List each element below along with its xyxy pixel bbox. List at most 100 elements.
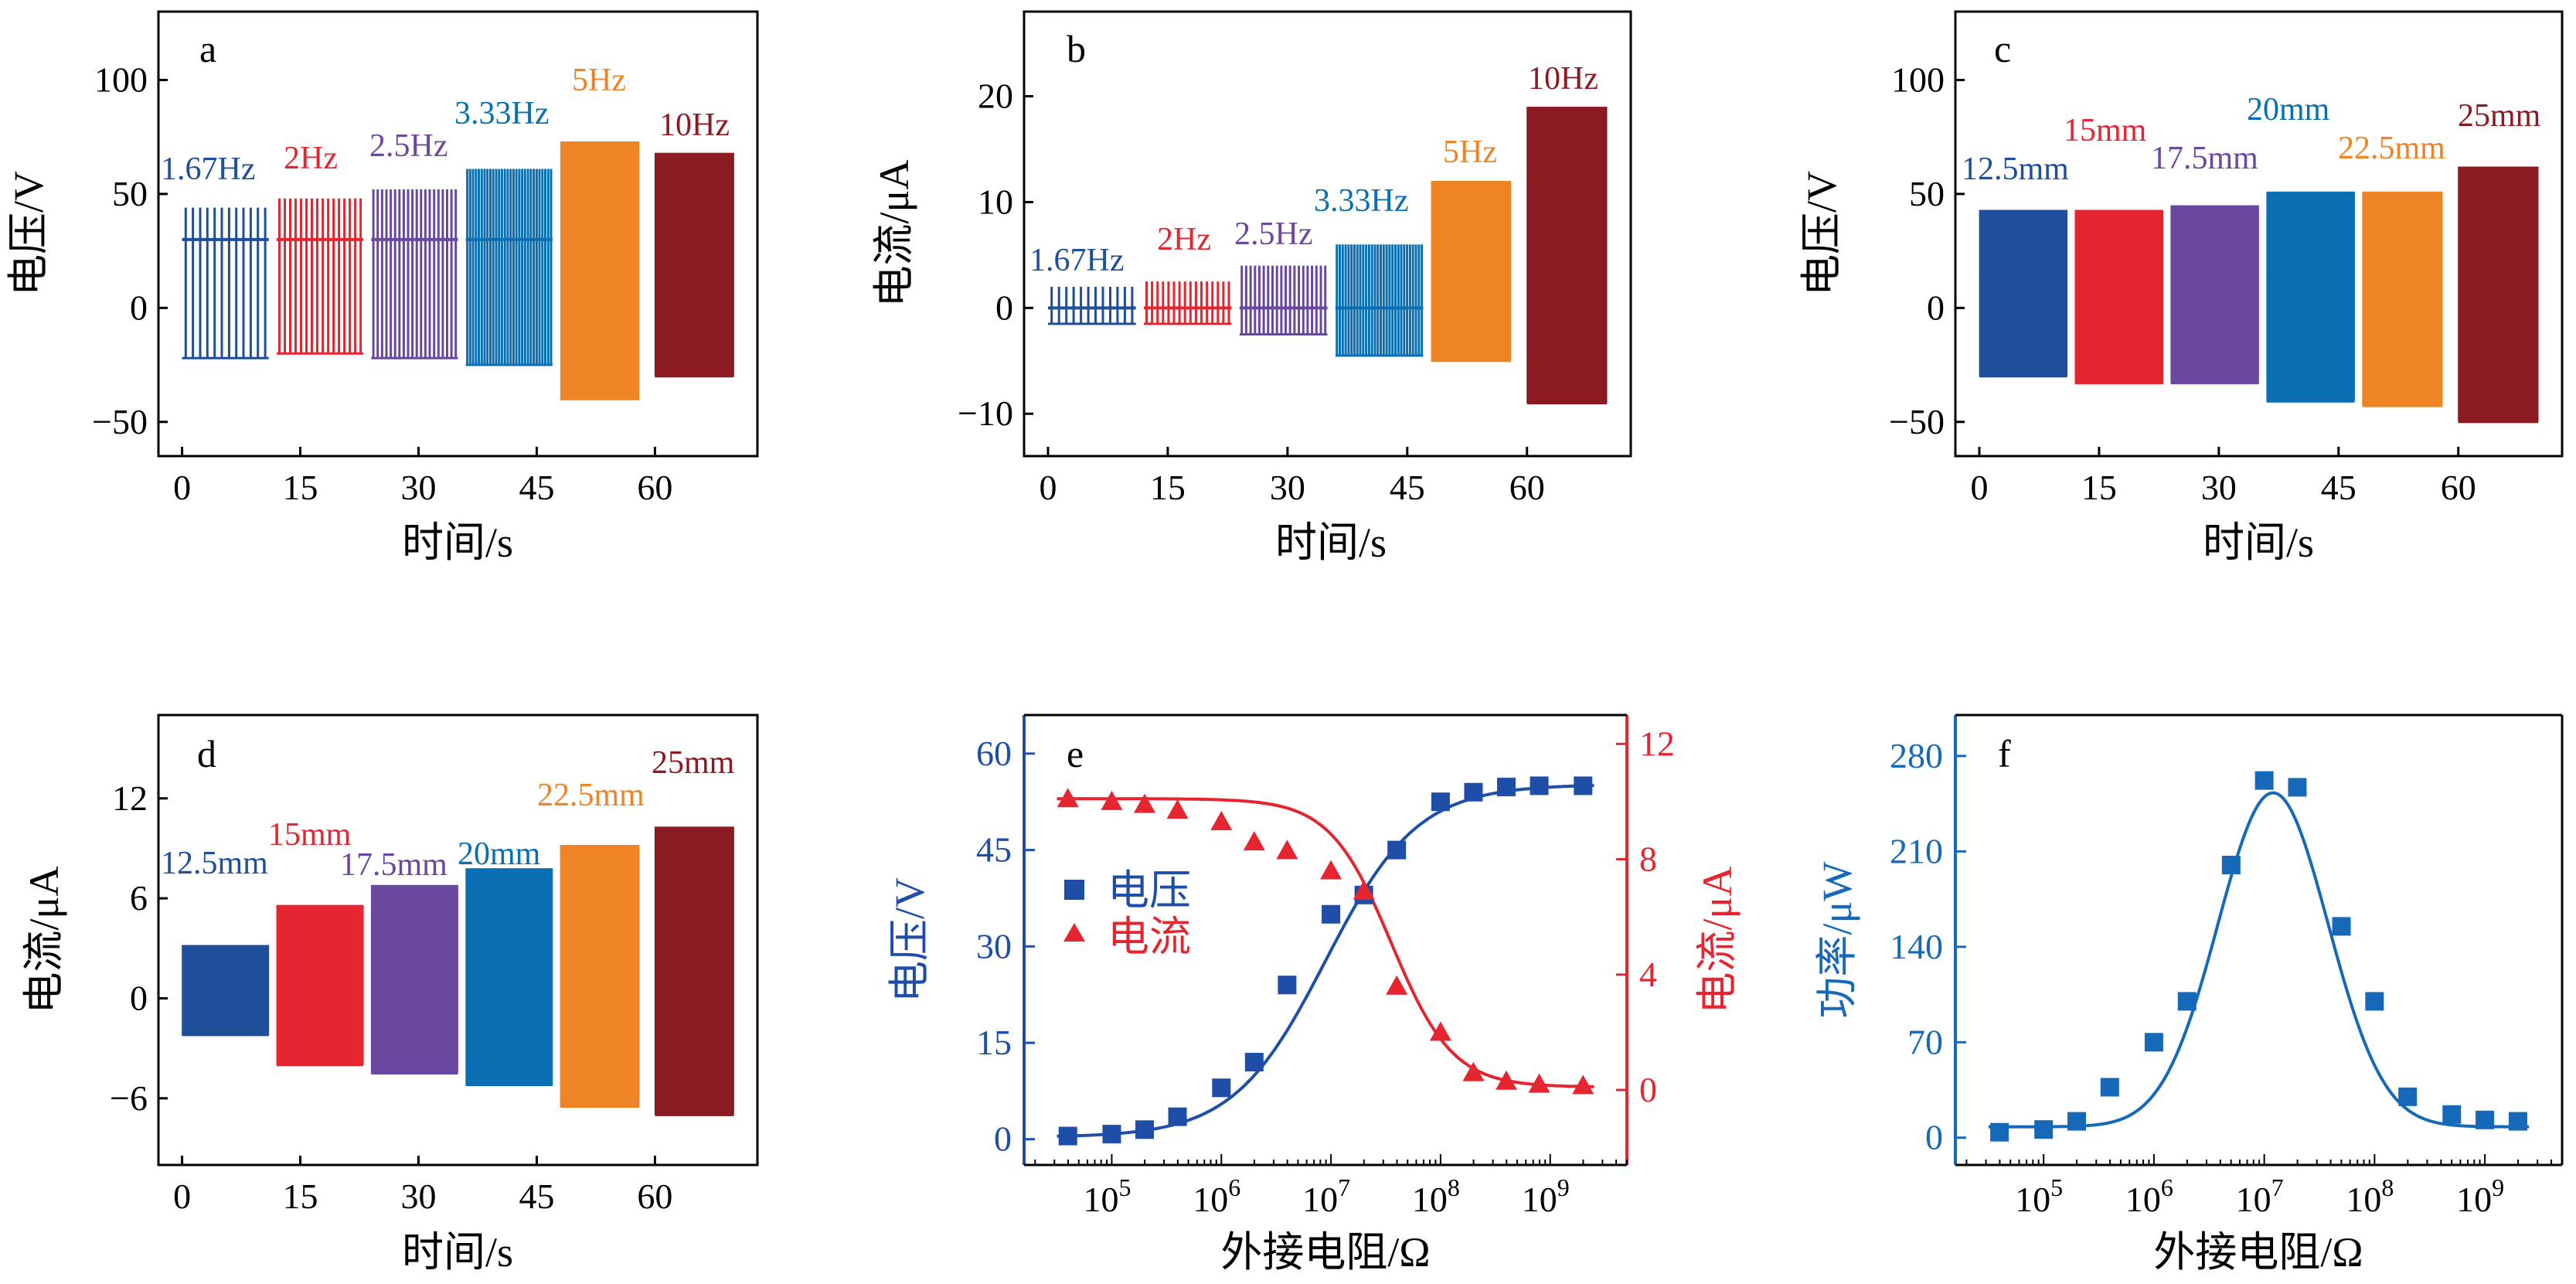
panel-e-plot-area — [1057, 776, 1594, 1146]
x-tick-label-e-0: 105 — [1083, 1173, 1131, 1219]
panel-a-ylabel: 电压/V — [5, 171, 52, 296]
y-tick-label-b-0: −10 — [958, 393, 1013, 433]
panel-d-letter: d — [197, 732, 216, 775]
y-tick-label-e-left-4: 60 — [976, 734, 1012, 773]
legend-triangle-marker — [1063, 923, 1085, 942]
panel-a-ann-1: 1.67Hz — [161, 152, 255, 187]
current-point — [1276, 840, 1298, 860]
panel-f-ticks: 105 106 107 108 109 0 70 140 210 280 — [1890, 736, 2563, 1219]
y-tick-label-d-0: −6 — [110, 1078, 148, 1118]
y-tick-label-e-right-1: 4 — [1639, 955, 1657, 994]
panel-c-ann-4: 20mm — [2247, 92, 2330, 128]
panel-d-ann-3: 17.5mm — [340, 847, 447, 883]
waveform-b-4 — [1336, 244, 1424, 356]
y-tick-label-b-1: 0 — [995, 288, 1013, 327]
current-point — [1429, 1021, 1451, 1041]
voltage-point — [1464, 782, 1483, 802]
current-point — [1057, 788, 1079, 808]
panel-b-ann-6: 10Hz — [1528, 61, 1598, 97]
legend-current-label: 电流 — [1108, 914, 1191, 960]
panel-a-plot-area — [182, 141, 734, 400]
waveform-c-6 — [2458, 166, 2539, 422]
x-tick-label-e-1: 106 — [1193, 1173, 1240, 1219]
power-point — [1990, 1122, 2009, 1142]
waveform-b-6 — [1526, 107, 1608, 404]
voltage-point — [1058, 1126, 1077, 1146]
waveform-b-2 — [1145, 281, 1230, 324]
panel-a-ann-6: 10Hz — [659, 107, 730, 143]
y-tick-label-f-0: 0 — [1925, 1118, 1943, 1157]
voltage-point — [1212, 1078, 1231, 1098]
panel-b-ticks: 0 15 30 45 60 −10 0 10 20 — [958, 77, 1545, 507]
panel-d-ann-6: 25mm — [652, 745, 735, 781]
waveform-d-3 — [370, 884, 458, 1074]
y-tick-label-e-right-3: 12 — [1639, 724, 1675, 763]
panel-c: 0 15 30 45 60 −50 0 50 100 c 时间/s 电压/V 12.5mm 15… — [1798, 10, 2564, 566]
panel-d-ann-2: 15mm — [268, 817, 352, 853]
x-tick-label-a-2: 30 — [401, 468, 437, 507]
power-point — [2398, 1087, 2418, 1106]
y-tick-label-e-left-3: 45 — [976, 830, 1012, 870]
power-point — [2476, 1110, 2495, 1129]
panel-b-ann-1: 1.67Hz — [1029, 243, 1124, 278]
panel-b-ylabel: 电流/μA — [871, 160, 917, 308]
y-tick-label-d-3: 12 — [112, 778, 148, 818]
power-point — [2365, 992, 2384, 1011]
voltage-point — [1278, 976, 1297, 995]
x-tick-label-a-1: 15 — [283, 468, 318, 507]
x-tick-label-b-0: 0 — [1039, 468, 1057, 507]
current-point — [1320, 860, 1342, 880]
x-tick-label-f-0: 105 — [2015, 1173, 2063, 1219]
power-point — [2221, 856, 2241, 874]
voltage-point — [1387, 840, 1407, 860]
y-tick-label-a-2: 50 — [112, 174, 148, 213]
current-point — [1528, 1073, 1550, 1093]
y-tick-label-e-left-0: 0 — [994, 1119, 1012, 1159]
y-tick-label-e-left-1: 15 — [976, 1023, 1012, 1062]
panel-d-ann-4: 20mm — [458, 836, 541, 872]
waveform-a-4 — [466, 169, 553, 366]
panel-c-ann-5: 22.5mm — [2338, 131, 2445, 166]
y-tick-label-c-1: 0 — [1927, 288, 1945, 327]
x-tick-label-e-4: 109 — [1522, 1173, 1570, 1219]
power-point — [2100, 1078, 2119, 1097]
panel-e-ylabel-right: 电流/μA — [1694, 867, 1741, 1014]
panel-c-ylabel: 电压/V — [1798, 171, 1845, 296]
waveform-a-1 — [184, 207, 267, 359]
voltage-point — [1102, 1125, 1121, 1144]
current-point — [1386, 975, 1408, 995]
current-point — [1462, 1061, 1485, 1081]
x-tick-label-c-2: 30 — [2201, 468, 2237, 507]
panel-a-ann-3: 2.5Hz — [369, 128, 447, 164]
panel-b-frame — [1023, 10, 1632, 458]
panel-f-ylabel: 功率/μW — [1814, 862, 1860, 1019]
x-tick-label-d-2: 30 — [401, 1177, 437, 1216]
y-tick-label-b-2: 10 — [978, 182, 1013, 221]
power-point — [2254, 771, 2274, 790]
waveform-b-5 — [1431, 181, 1512, 361]
power-fit-curve — [1988, 791, 2530, 1129]
panel-e: 105 106 107 108 109 0 15 30 45 60 0 4 8 12 e 外接电阻/Ω 电… — [886, 714, 1741, 1275]
voltage-point — [1135, 1120, 1154, 1139]
waveform-b-1 — [1050, 287, 1134, 324]
y-tick-label-f-2: 140 — [1890, 927, 1943, 966]
waveform-c-5 — [2362, 191, 2443, 407]
panel-c-plot-area — [1979, 166, 2539, 424]
current-point — [1496, 1070, 1517, 1090]
waveform-b-3 — [1240, 265, 1327, 335]
y-tick-label-e-right-2: 8 — [1639, 840, 1657, 879]
voltage-point — [1530, 776, 1549, 795]
voltage-point — [1168, 1107, 1187, 1126]
x-tick-label-c-4: 60 — [2441, 468, 2476, 507]
panel-e-ticks: 105 106 107 108 109 0 15 30 45 60 0 4 8 12 — [976, 724, 1675, 1219]
x-tick-label-d-0: 0 — [173, 1177, 191, 1216]
panel-c-frame — [1954, 10, 2564, 458]
panel-a-ann-5: 5Hz — [572, 63, 626, 98]
panel-d-ylabel: 电流/μA — [21, 867, 67, 1014]
voltage-point — [1244, 1052, 1264, 1071]
panel-b-ann-3: 2.5Hz — [1234, 216, 1312, 252]
panel-a-letter: a — [199, 27, 216, 70]
x-tick-label-d-3: 45 — [519, 1177, 554, 1216]
panel-d-frame — [157, 714, 759, 1166]
panel-f-xlabel: 外接电阻/Ω — [2153, 1229, 2363, 1275]
